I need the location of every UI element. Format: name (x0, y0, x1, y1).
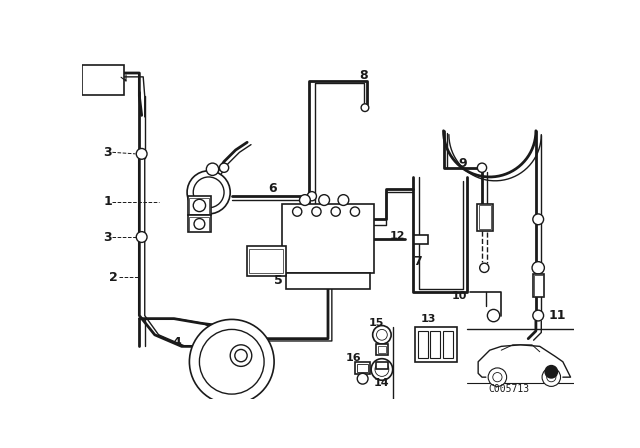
Circle shape (532, 262, 545, 274)
Circle shape (545, 365, 558, 379)
Circle shape (200, 329, 264, 394)
Bar (247, 246, 285, 276)
Bar (357, 364, 368, 372)
Text: 2: 2 (109, 271, 117, 284)
Circle shape (331, 207, 340, 216)
Bar (355, 362, 371, 374)
Bar (477, 204, 493, 231)
Circle shape (307, 192, 316, 201)
Text: 3: 3 (103, 231, 112, 244)
Circle shape (136, 148, 147, 159)
Circle shape (194, 219, 205, 229)
Text: 6: 6 (268, 182, 276, 195)
Circle shape (230, 345, 252, 366)
Text: 9: 9 (458, 157, 467, 170)
Text: 15: 15 (369, 318, 384, 328)
Bar (414, 235, 428, 244)
Bar (376, 344, 388, 355)
Circle shape (480, 263, 489, 272)
Text: 3: 3 (103, 146, 112, 159)
Bar (189, 217, 209, 231)
Bar (378, 346, 386, 353)
Circle shape (376, 329, 387, 340)
Circle shape (371, 359, 393, 380)
Circle shape (533, 214, 543, 225)
Circle shape (292, 207, 302, 216)
Text: 13: 13 (421, 314, 436, 324)
Bar (418, 331, 428, 358)
Bar (431, 331, 440, 358)
Text: 11: 11 (548, 309, 566, 322)
Circle shape (136, 232, 147, 242)
Text: 5: 5 (274, 275, 283, 288)
Text: 4: 4 (172, 336, 181, 349)
Text: 10: 10 (451, 291, 467, 302)
Bar (81, 65, 124, 95)
Circle shape (338, 195, 349, 206)
Circle shape (187, 171, 230, 214)
Circle shape (361, 104, 369, 112)
Circle shape (533, 310, 543, 321)
Circle shape (189, 319, 274, 404)
Circle shape (193, 177, 224, 208)
Circle shape (319, 195, 330, 206)
Bar (443, 331, 452, 358)
Text: 8: 8 (359, 69, 367, 82)
Text: 16: 16 (346, 353, 361, 363)
Circle shape (350, 207, 360, 216)
Text: 7: 7 (413, 255, 422, 268)
Circle shape (220, 163, 228, 172)
Circle shape (477, 163, 486, 172)
Bar (189, 198, 209, 214)
Circle shape (235, 349, 247, 362)
Bar (188, 196, 211, 215)
Text: 1: 1 (103, 195, 112, 208)
Text: C005713: C005713 (488, 384, 529, 395)
Circle shape (372, 326, 391, 344)
Bar (533, 274, 543, 297)
Circle shape (300, 195, 310, 206)
Circle shape (547, 373, 556, 382)
Bar (282, 204, 374, 273)
Circle shape (488, 310, 500, 322)
Bar (534, 275, 543, 296)
Text: 12: 12 (390, 231, 405, 241)
Bar (415, 327, 458, 362)
Circle shape (375, 362, 389, 376)
Text: 14: 14 (374, 378, 390, 388)
Circle shape (488, 368, 507, 386)
Bar (479, 206, 492, 229)
Circle shape (193, 199, 205, 211)
Circle shape (493, 373, 502, 382)
Bar (250, 249, 284, 273)
Circle shape (357, 373, 368, 384)
Bar (285, 273, 371, 289)
Bar (376, 362, 388, 370)
Circle shape (206, 163, 219, 176)
Bar (188, 215, 211, 233)
Circle shape (312, 207, 321, 216)
Circle shape (542, 368, 561, 386)
